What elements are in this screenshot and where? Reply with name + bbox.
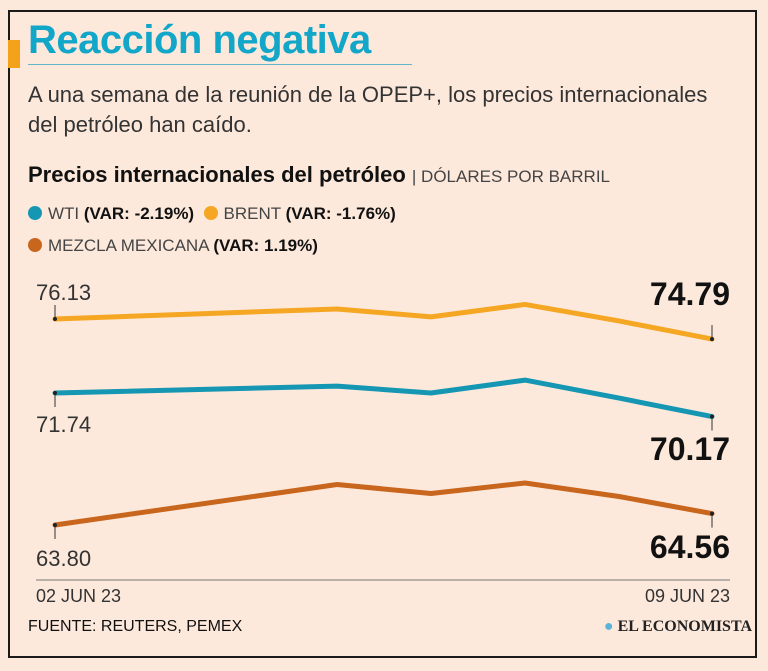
legend-row-1: WTI (VAR: -2.19%) BRENT (VAR: -1.76%): [28, 204, 396, 224]
mezcla-mexicana-last-label: 64.56: [650, 529, 730, 565]
legend-wti-var: (VAR: -2.19%): [83, 204, 195, 223]
legend-mezcla-var: (VAR: 1.19%): [213, 236, 318, 255]
logo: ● EL ECONOMISTA: [604, 618, 752, 636]
wti-point: [53, 391, 57, 395]
brent-line: [52, 301, 715, 342]
mezcla-mexicana-point: [53, 523, 57, 527]
wti-point: [710, 414, 714, 419]
legend-row-2: MEZCLA MEXICANA (VAR: 1.19%): [28, 236, 318, 256]
chart-title-text: Precios internacionales del petróleo: [28, 162, 406, 187]
logo-text: EL ECONOMISTA: [617, 618, 752, 635]
chart-unit: | DÓLARES POR BARRIL: [411, 167, 611, 186]
infographic-frame: [8, 10, 757, 658]
x-label-start: 02 JUN 23: [36, 586, 122, 606]
legend-brent-var: (VAR: -1.76%): [285, 204, 396, 223]
brent-dot-icon: [203, 206, 218, 220]
brent-first-label: 76.13: [36, 280, 91, 305]
mezcla-mexicana-first-label: 63.80: [36, 546, 91, 571]
legend-mezcla: MEZCLA MEXICANA: [48, 236, 209, 255]
brent-last-label: 74.79: [650, 276, 730, 312]
source: FUENTE: REUTERS, PEMEX: [28, 618, 243, 635]
x-label-end: 09 JUN 23: [644, 586, 730, 606]
mezcla-mexicana-line: [52, 480, 715, 528]
wti-last-label: 70.17: [650, 431, 730, 467]
accent-bar: [8, 40, 20, 68]
wti-first-label: 71.74: [36, 412, 91, 437]
wti-line: [52, 377, 715, 420]
legend-brent: BRENT: [223, 204, 281, 223]
legend-wti: WTI: [48, 204, 80, 223]
brent-point: [710, 337, 714, 342]
chart-title: Precios internacionales del petróleo | D…: [28, 162, 610, 188]
title-underline: [28, 64, 412, 65]
wti-dot-icon: [28, 206, 42, 220]
title: Reacción negativa: [28, 18, 371, 62]
logo-icon: ●: [603, 618, 614, 635]
mezcla-dot-icon: [28, 238, 42, 252]
mezcla-mexicana-point: [710, 511, 714, 516]
brent-point: [53, 317, 57, 321]
subtitle: A una semana de la reunión de la OPEP+, …: [28, 82, 708, 137]
